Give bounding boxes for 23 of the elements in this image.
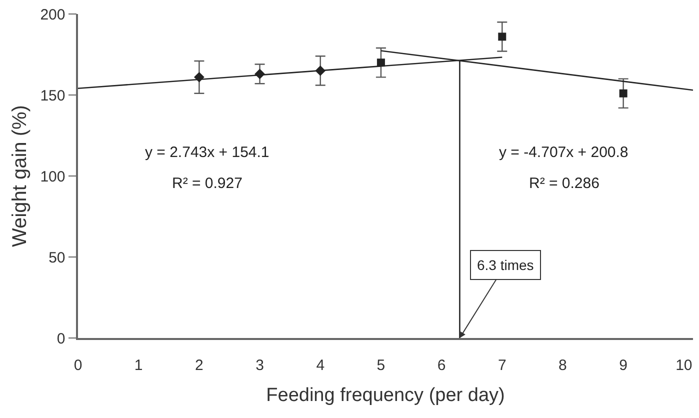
x-tick-label: 1 (134, 356, 143, 374)
annotation: y = 2.743x + 154.1 (145, 144, 270, 161)
y-tick-label: 200 (40, 6, 66, 24)
annotation: R² = 0.927 (172, 175, 242, 192)
x-tick-label: 2 (195, 356, 204, 374)
x-tick-label: 10 (676, 356, 692, 374)
x-tick-label: 0 (74, 356, 82, 374)
x-tick-label: 5 (376, 356, 386, 374)
y-tick-label: 100 (40, 168, 66, 186)
y-tick-label: 150 (40, 87, 66, 104)
annotation: R² = 0.286 (529, 175, 600, 192)
x-tick-label: 7 (498, 356, 506, 374)
y-tick-label: 50 (48, 249, 66, 266)
annotation: 6.3 times (477, 257, 534, 273)
x-axis-title: Feeding frequency (per day) (266, 385, 505, 406)
x-tick-label: 3 (256, 356, 264, 374)
y-axis-title: Weight gain (%) (9, 105, 32, 247)
x-tick-label: 8 (558, 356, 567, 374)
x-tick-label: 4 (316, 356, 325, 374)
annotation: y = -4.707x + 200.8 (499, 144, 628, 161)
y-tick-label: 0 (56, 330, 66, 348)
x-tick-label: 6 (437, 356, 446, 374)
x-tick-label: 9 (619, 356, 628, 374)
